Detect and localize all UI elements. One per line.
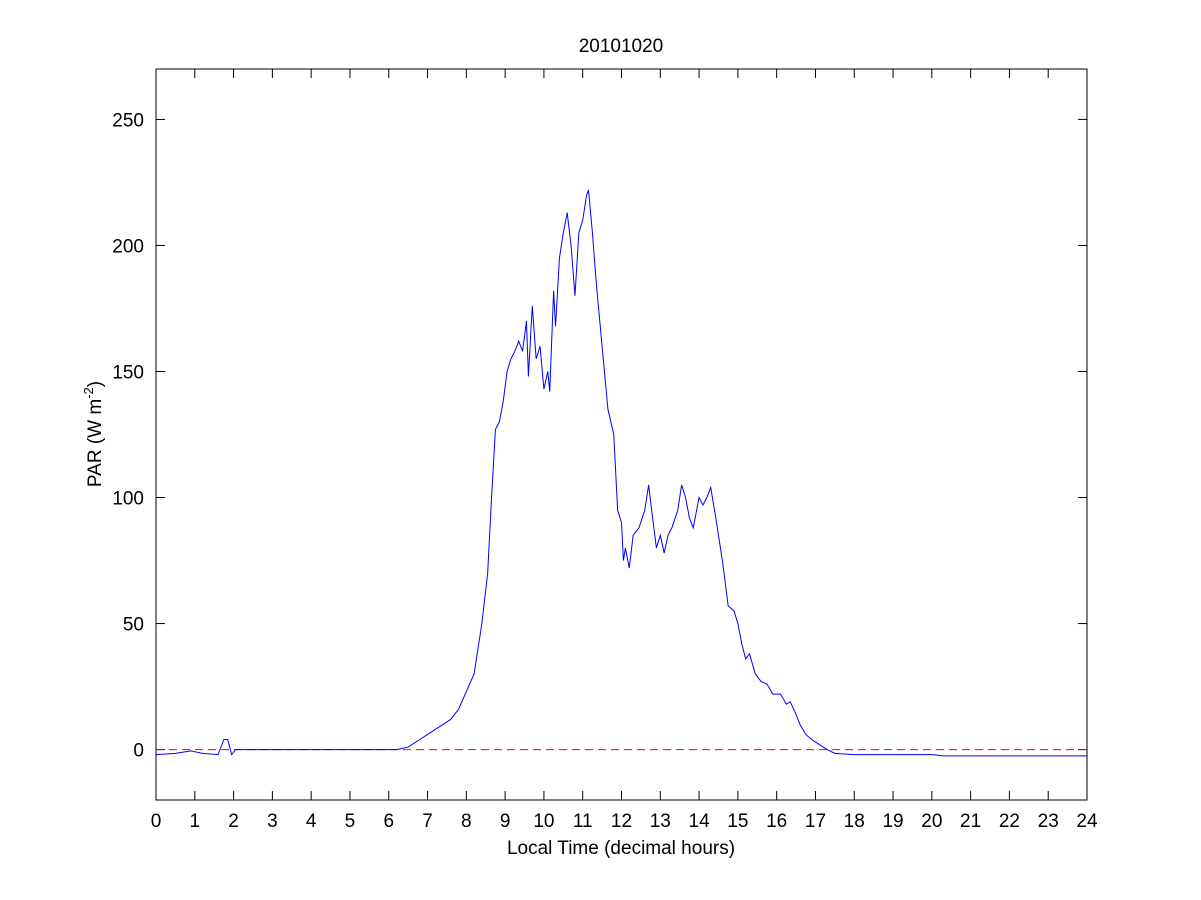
x-tick-label: 20 <box>921 811 942 832</box>
x-tick-label: 13 <box>650 811 671 832</box>
y-tick-label: 50 <box>123 615 144 636</box>
y-tick-label: 150 <box>112 362 144 383</box>
y-tick-label: 250 <box>112 110 144 131</box>
x-tick-label: 23 <box>1038 811 1059 832</box>
x-tick-label: 17 <box>805 811 826 832</box>
x-tick-label: 7 <box>422 811 433 832</box>
y-label-text: PAR (W m <box>85 399 106 487</box>
x-tick-label: 18 <box>844 811 865 832</box>
y-tick-label: 0 <box>133 741 144 762</box>
y-tick-label: 100 <box>112 489 144 510</box>
y-label-suffix: ) <box>85 381 106 387</box>
x-tick-label: 1 <box>190 811 201 832</box>
x-tick-label: 10 <box>533 811 554 832</box>
x-tick-label: 15 <box>727 811 748 832</box>
y-tick-label: 200 <box>112 236 144 257</box>
x-tick-label: 14 <box>689 811 711 832</box>
y-label-superscript: -2 <box>81 387 96 399</box>
x-tick-label: 9 <box>500 811 511 832</box>
y-axis-label: PAR (W m-2) <box>81 381 106 487</box>
x-tick-label: 4 <box>306 811 317 832</box>
x-tick-label: 11 <box>573 811 593 832</box>
x-tick-label: 0 <box>151 811 162 832</box>
chart-title: 20101020 <box>579 36 664 57</box>
x-axis-label: Local Time (decimal hours) <box>507 838 735 859</box>
x-tick-label: 21 <box>960 811 981 832</box>
x-tick-label: 6 <box>383 811 394 832</box>
x-tick-label: 12 <box>611 811 632 832</box>
data-line <box>155 189 1087 757</box>
x-tick-label: 5 <box>345 811 356 832</box>
x-tick-label: 16 <box>766 811 787 832</box>
x-tick-label: 24 <box>1076 811 1098 832</box>
x-tick-label: 22 <box>999 811 1020 832</box>
x-tick-label: 2 <box>228 811 239 832</box>
x-tick-label: 8 <box>461 811 472 832</box>
x-tick-label: 3 <box>267 811 278 832</box>
plot-frame <box>155 68 1088 801</box>
x-tick-label: 19 <box>882 811 903 832</box>
